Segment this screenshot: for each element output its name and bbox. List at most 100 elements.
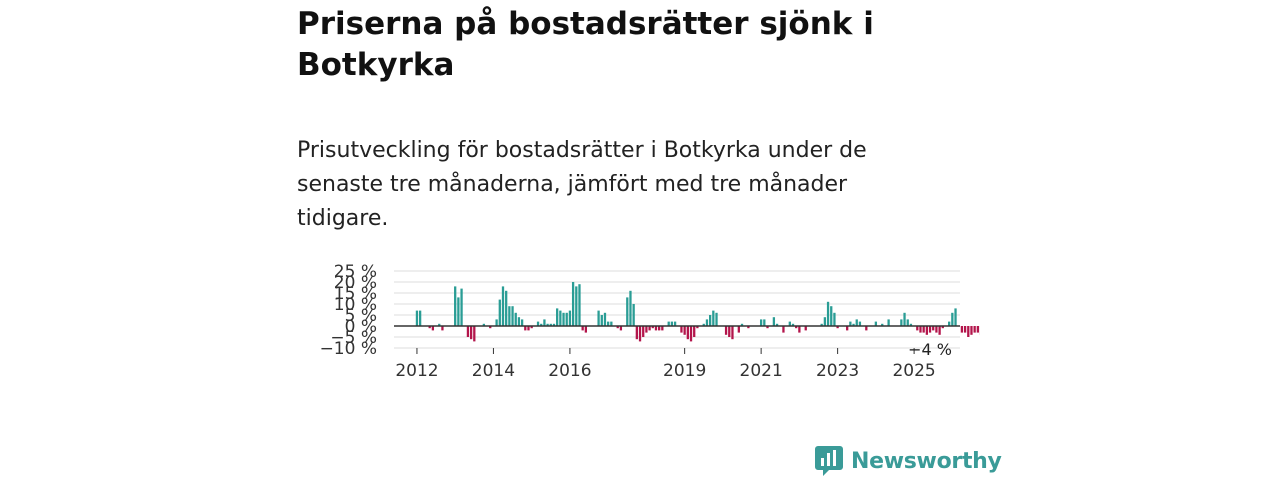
bar: [970, 326, 973, 335]
bar: [906, 319, 909, 326]
bar: [715, 312, 718, 326]
bar: [658, 326, 661, 331]
bar: [559, 310, 562, 326]
bar: [976, 326, 979, 333]
bar: [517, 317, 521, 326]
bar: [693, 326, 696, 337]
x-tick-label: 2019: [663, 361, 706, 381]
x-tick-label: 2016: [548, 361, 591, 381]
y-tick-label: 15 %: [334, 284, 377, 304]
bar: [667, 321, 670, 326]
bar: [520, 319, 524, 326]
bar: [632, 304, 635, 326]
bar: [648, 326, 651, 331]
bar: [680, 326, 683, 333]
bar: [635, 326, 638, 340]
bar: [683, 326, 686, 335]
bar: [501, 286, 505, 326]
y-tick-label: 5 %: [345, 306, 377, 326]
bar: [438, 323, 441, 326]
y-tick-label: −10 %: [320, 339, 377, 359]
bar: [607, 321, 610, 326]
bar: [954, 308, 957, 326]
bar: [495, 319, 498, 326]
bar: [820, 323, 823, 326]
bar: [575, 286, 578, 326]
bar: [938, 326, 941, 335]
newsworthy-logo: Newsworthy: [815, 446, 1002, 476]
bar: [508, 306, 511, 326]
bar: [865, 326, 868, 331]
bar: [967, 326, 970, 337]
bar: [932, 326, 935, 331]
bar: [619, 326, 623, 331]
bar: [600, 315, 603, 326]
bar: [724, 326, 728, 335]
bar: [941, 326, 944, 329]
bar: [782, 326, 785, 333]
bar: [826, 301, 830, 326]
bar: [645, 326, 648, 333]
bar: [763, 319, 766, 326]
bar: [568, 310, 572, 326]
bar: [546, 323, 549, 326]
bar: [626, 297, 629, 326]
bar: [849, 321, 852, 326]
bar: [530, 326, 533, 329]
bar: [441, 326, 444, 331]
bar: [603, 312, 607, 326]
bar: [469, 326, 473, 340]
bar: [584, 326, 587, 333]
bar: [540, 323, 543, 326]
bar: [536, 321, 540, 326]
bar: [960, 326, 964, 333]
x-tick-label: 2012: [395, 361, 438, 381]
bar: [556, 308, 559, 326]
bar: [514, 312, 517, 326]
bar: [881, 323, 884, 326]
bar: [454, 286, 457, 326]
bar: [482, 323, 486, 326]
bar: [846, 326, 849, 331]
y-tick-label: 0 %: [345, 317, 377, 337]
bar: [543, 319, 546, 326]
bar: [638, 326, 642, 342]
bar: [963, 326, 967, 333]
bar: [916, 326, 919, 331]
bar: [581, 326, 584, 331]
bar: [696, 326, 699, 329]
newsworthy-logo-icon: [815, 446, 843, 476]
bar: [909, 323, 913, 326]
bar: [766, 326, 769, 329]
x-tick-label: 2021: [740, 361, 783, 381]
bar: [948, 321, 951, 326]
bar: [629, 290, 632, 326]
bar: [654, 326, 658, 331]
bar: [431, 326, 435, 331]
bar: [887, 319, 890, 326]
bar: [737, 326, 740, 333]
bar: [689, 326, 693, 342]
bar: [661, 326, 664, 331]
bar: [858, 321, 862, 326]
x-tick-label: 2025: [892, 361, 935, 381]
bar: [925, 326, 928, 335]
brand-name: Newsworthy: [851, 448, 1002, 474]
bar: [651, 326, 654, 329]
bar: [466, 326, 470, 337]
bar: [740, 323, 744, 326]
bar: [562, 312, 565, 326]
bar: [498, 299, 501, 326]
x-tick-label: 2014: [472, 361, 515, 381]
bar: [642, 326, 645, 337]
bar: [705, 319, 709, 326]
bar: [460, 288, 463, 326]
bars: [415, 282, 980, 342]
y-tick-label: 20 %: [334, 273, 377, 293]
bar: [775, 323, 779, 326]
bar: [670, 321, 674, 326]
y-tick-label: 10 %: [334, 295, 377, 315]
bar: [874, 321, 878, 326]
bar: [728, 326, 731, 337]
bar: [457, 297, 460, 326]
